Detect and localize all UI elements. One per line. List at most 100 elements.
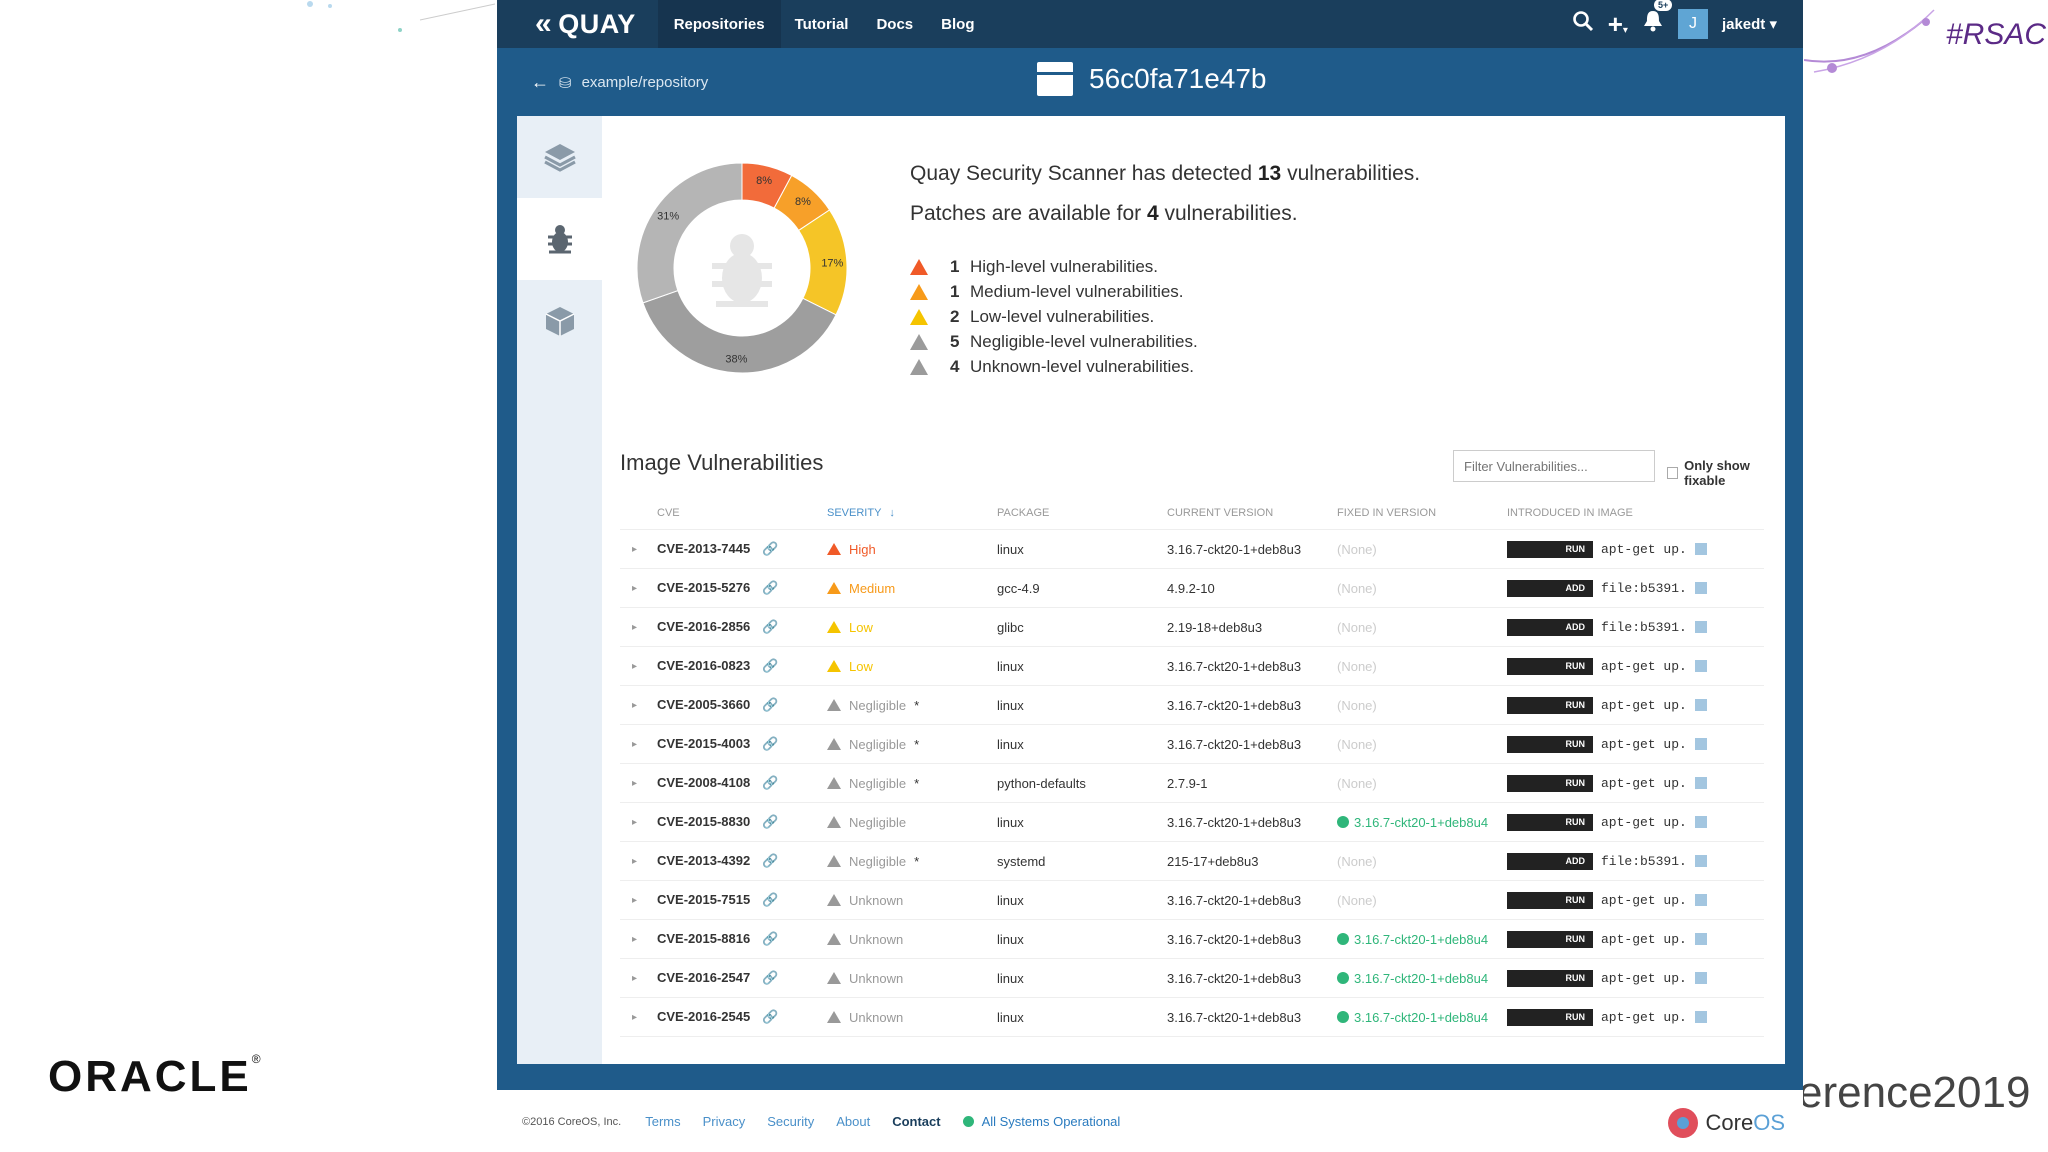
- dockerfile-command-text[interactable]: apt-get up.: [1601, 697, 1687, 713]
- dockerfile-command-text[interactable]: apt-get up.: [1601, 892, 1687, 908]
- expand-caret-icon[interactable]: ▸: [632, 894, 638, 906]
- cve-id[interactable]: CVE-2016-0823: [657, 658, 751, 673]
- cve-id[interactable]: CVE-2005-3660: [657, 697, 751, 712]
- view-layer-icon[interactable]: [1694, 543, 1707, 555]
- external-link-icon[interactable]: 🔗: [762, 970, 779, 985]
- view-layer-icon[interactable]: [1694, 972, 1707, 984]
- view-layer-icon[interactable]: [1694, 699, 1707, 711]
- cve-id[interactable]: CVE-2016-2547: [657, 970, 751, 985]
- footer-link-privacy[interactable]: Privacy: [702, 1114, 746, 1129]
- table-row[interactable]: ▸ CVE-2015-5276 🔗 Medium gcc-4.9 4.9.2-10 (Non…: [620, 569, 1764, 608]
- table-row[interactable]: ▸ CVE-2013-4392 🔗 Negligible * systemd 215-17+…: [620, 842, 1764, 881]
- external-link-icon[interactable]: 🔗: [762, 814, 779, 829]
- expand-caret-icon[interactable]: ▸: [632, 621, 638, 633]
- external-link-icon[interactable]: 🔗: [762, 892, 779, 907]
- view-layer-icon[interactable]: [1694, 1011, 1707, 1023]
- dockerfile-command-text[interactable]: apt-get up.: [1601, 736, 1687, 752]
- bell-icon[interactable]: 5+: [1642, 0, 1673, 39]
- table-row[interactable]: ▸ CVE-2015-8816 🔗 Unknown linux 3.16.7-ckt20-…: [620, 920, 1764, 959]
- expand-caret-icon[interactable]: ▸: [632, 972, 638, 984]
- external-link-icon[interactable]: 🔗: [762, 658, 779, 673]
- expand-caret-icon[interactable]: ▸: [632, 1011, 638, 1023]
- nav-repositories[interactable]: Repositories: [657, 0, 781, 48]
- external-link-icon[interactable]: 🔗: [762, 697, 779, 712]
- expand-caret-icon[interactable]: ▸: [632, 933, 638, 945]
- view-layer-icon[interactable]: [1694, 582, 1707, 594]
- expand-caret-icon[interactable]: ▸: [632, 777, 638, 789]
- view-layer-icon[interactable]: [1694, 738, 1707, 750]
- footer-link-terms[interactable]: Terms: [645, 1114, 681, 1129]
- table-row[interactable]: ▸ CVE-2013-7445 🔗 High linux 3.16.7-ckt20-1+d…: [620, 530, 1764, 569]
- dockerfile-command-text[interactable]: apt-get up.: [1601, 541, 1687, 557]
- sort-desc-icon[interactable]: ↓: [889, 506, 895, 519]
- column-header-introduced-in-image[interactable]: INTRODUCED IN IMAGE: [1507, 506, 1633, 519]
- column-header-cve[interactable]: CVE: [657, 506, 680, 519]
- filter-vulnerabilities-input[interactable]: [1453, 450, 1655, 482]
- cve-id[interactable]: CVE-2015-8816: [657, 931, 751, 946]
- external-link-icon[interactable]: 🔗: [762, 853, 779, 868]
- avatar[interactable]: J: [1677, 9, 1708, 39]
- dockerfile-command-text[interactable]: file:b5391.: [1601, 853, 1687, 869]
- external-link-icon[interactable]: 🔗: [762, 619, 779, 634]
- quay-logo[interactable]: « QUAY: [535, 7, 636, 40]
- dockerfile-command-text[interactable]: apt-get up.: [1601, 931, 1687, 947]
- search-icon[interactable]: [1572, 10, 1594, 38]
- dockerfile-command-text[interactable]: apt-get up.: [1601, 1009, 1687, 1025]
- view-layer-icon[interactable]: [1694, 777, 1707, 789]
- column-header-package[interactable]: PACKAGE: [997, 506, 1050, 519]
- dockerfile-command-text[interactable]: apt-get up.: [1601, 658, 1687, 674]
- cve-id[interactable]: CVE-2015-5276: [657, 580, 751, 595]
- external-link-icon[interactable]: 🔗: [762, 541, 779, 556]
- fixable-checkbox[interactable]: [1667, 467, 1679, 479]
- view-layer-icon[interactable]: [1694, 855, 1707, 867]
- nav-tutorial[interactable]: Tutorial: [794, 15, 849, 33]
- table-row[interactable]: ▸ CVE-2016-2856 🔗 Low glibc 2.19-18+deb8u3 (No…: [620, 608, 1764, 647]
- footer-link-about[interactable]: About: [836, 1114, 871, 1129]
- column-header-current-version[interactable]: CURRENT VERSION: [1167, 506, 1274, 519]
- dockerfile-command-text[interactable]: apt-get up.: [1601, 814, 1687, 830]
- expand-caret-icon[interactable]: ▸: [632, 543, 638, 555]
- expand-caret-icon[interactable]: ▸: [632, 660, 638, 672]
- external-link-icon[interactable]: 🔗: [762, 736, 779, 751]
- dockerfile-command-text[interactable]: apt-get up.: [1601, 775, 1687, 791]
- package-icon[interactable]: [517, 280, 602, 362]
- external-link-icon[interactable]: 🔗: [762, 931, 779, 946]
- table-row[interactable]: ▸ CVE-2016-0823 🔗 Low linux 3.16.7-ckt20-1+de…: [620, 647, 1764, 686]
- cve-id[interactable]: CVE-2015-4003: [657, 736, 751, 751]
- expand-caret-icon[interactable]: ▸: [632, 855, 638, 867]
- cve-id[interactable]: CVE-2016-2545: [657, 1009, 751, 1024]
- expand-caret-icon[interactable]: ▸: [632, 699, 638, 711]
- dockerfile-command-text[interactable]: apt-get up.: [1601, 970, 1687, 986]
- back-arrow-icon[interactable]: ←: [531, 72, 549, 92]
- cve-id[interactable]: CVE-2013-7445: [657, 541, 751, 556]
- external-link-icon[interactable]: 🔗: [762, 580, 779, 595]
- column-header-severity[interactable]: SEVERITY ↓: [827, 507, 997, 519]
- table-row[interactable]: ▸ CVE-2015-7515 🔗 Unknown linux 3.16.7-ckt20-…: [620, 881, 1764, 920]
- table-row[interactable]: ▸ CVE-2015-8830 🔗 Negligible linux 3.16.7-ckt…: [620, 803, 1764, 842]
- dockerfile-command-text[interactable]: file:b5391.: [1601, 619, 1687, 635]
- expand-caret-icon[interactable]: ▸: [632, 816, 638, 828]
- expand-caret-icon[interactable]: ▸: [632, 738, 638, 750]
- coreos-logo[interactable]: CoreOS: [1667, 1108, 1785, 1138]
- table-row[interactable]: ▸ CVE-2015-4003 🔗 Negligible * linux 3.16.7-ck…: [620, 725, 1764, 764]
- breadcrumb-repo[interactable]: example/repository: [581, 74, 709, 91]
- view-layer-icon[interactable]: [1694, 933, 1707, 945]
- table-row[interactable]: ▸ CVE-2016-2545 🔗 Unknown linux 3.16.7-ckt20-…: [620, 998, 1764, 1037]
- only-fixable-toggle[interactable]: Only show fixable: [1667, 458, 1785, 488]
- column-header-fixed-in-version[interactable]: FIXED IN VERSION: [1337, 506, 1437, 519]
- expand-caret-icon[interactable]: ▸: [632, 582, 638, 594]
- system-status[interactable]: All Systems Operational: [962, 1114, 1120, 1129]
- cve-id[interactable]: CVE-2008-4108: [657, 775, 751, 790]
- cve-id[interactable]: CVE-2015-7515: [657, 892, 751, 907]
- nav-blog[interactable]: Blog: [941, 15, 975, 33]
- view-layer-icon[interactable]: [1694, 621, 1707, 633]
- bug-icon[interactable]: [517, 198, 602, 280]
- cve-id[interactable]: CVE-2015-8830: [657, 814, 751, 829]
- breadcrumb[interactable]: ← ⛁ example/repository: [531, 72, 708, 93]
- view-layer-icon[interactable]: [1694, 894, 1707, 906]
- user-menu[interactable]: jakedt ▾: [1721, 16, 1777, 33]
- footer-link-security[interactable]: Security: [767, 1114, 815, 1129]
- table-row[interactable]: ▸ CVE-2016-2547 🔗 Unknown linux 3.16.7-ckt20-…: [620, 959, 1764, 998]
- external-link-icon[interactable]: 🔗: [762, 775, 779, 790]
- layers-icon[interactable]: [517, 116, 602, 198]
